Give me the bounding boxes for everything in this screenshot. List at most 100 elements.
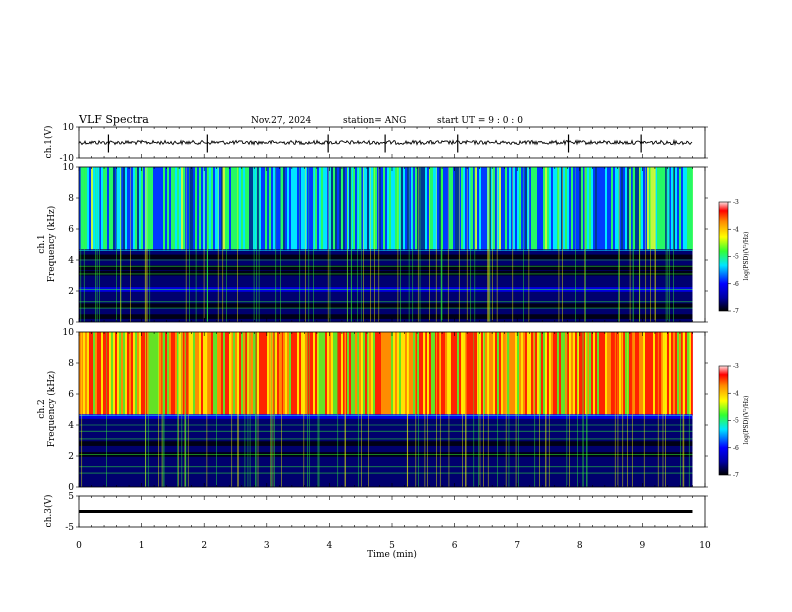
- p2-high-texture: [335, 167, 337, 251]
- p3-low-texture: [79, 414, 693, 419]
- p3-high-texture: [79, 332, 81, 416]
- p3-high-texture: [417, 332, 419, 416]
- p2-high-texture: [245, 167, 247, 251]
- p3-high-texture: [613, 332, 615, 416]
- p3-high-texture: [343, 332, 345, 416]
- p2-high-texture: [483, 167, 485, 251]
- p3-high-texture: [555, 332, 557, 416]
- colorbar-tick-label: -6: [733, 445, 739, 452]
- p2-high-texture: [573, 167, 575, 251]
- p3-high-texture: [493, 332, 495, 416]
- p3-high-texture: [477, 332, 479, 416]
- p2-high-texture: [295, 167, 297, 251]
- p3-high-texture: [457, 332, 459, 416]
- p3-high-texture: [459, 332, 461, 416]
- p3-low-texture: [79, 468, 693, 474]
- p2-high-texture: [563, 167, 565, 251]
- p2-high-texture: [503, 167, 505, 251]
- p3-high-texture: [117, 332, 119, 416]
- p2-high-texture: [587, 167, 589, 251]
- p2-high-texture: [597, 167, 599, 251]
- p3-high-texture: [513, 332, 515, 416]
- p3-high-texture: [253, 332, 255, 416]
- p3-low-texture: [79, 430, 693, 436]
- p2-high-texture: [265, 167, 267, 251]
- p2-high-texture: [635, 167, 637, 251]
- p3-high-texture: [265, 332, 267, 416]
- p2-high-texture: [411, 167, 413, 251]
- p3-high-texture: [677, 332, 679, 416]
- p2-high-texture: [655, 167, 657, 251]
- p2-high-texture: [469, 167, 471, 251]
- p2-high-texture: [407, 167, 409, 251]
- p2-high-texture: [501, 167, 503, 251]
- p2-high-texture: [291, 167, 293, 251]
- ch3-waveform-panel: 5 -5: [65, 492, 708, 533]
- p3-high-texture: [597, 332, 599, 416]
- p2-high-texture: [161, 167, 163, 251]
- p3-high-texture: [569, 332, 571, 416]
- p3-high-texture: [495, 332, 497, 416]
- p3-high-texture: [301, 332, 303, 416]
- p3-high-texture: [471, 332, 473, 416]
- p2-high-texture: [323, 167, 325, 251]
- p2-high-texture: [551, 167, 553, 251]
- p2-high-texture: [545, 167, 547, 251]
- p3-high-texture: [543, 332, 545, 416]
- p2-high-texture: [249, 167, 251, 251]
- p3-high-texture: [671, 332, 673, 416]
- p2-high-texture: [127, 167, 129, 251]
- p3-high-texture: [667, 332, 669, 416]
- p3-high-texture: [529, 332, 531, 416]
- p2-high-texture: [269, 167, 271, 251]
- p3-high-texture: [647, 332, 649, 416]
- p2-high-texture: [653, 167, 655, 251]
- p2-high-texture: [609, 167, 611, 251]
- p3-high-texture: [361, 332, 363, 416]
- p3-high-texture: [535, 332, 537, 416]
- p3-high-texture: [563, 332, 565, 416]
- p3-high-texture: [293, 332, 295, 416]
- p2-high-texture: [211, 167, 213, 251]
- p3-high-texture: [243, 332, 245, 416]
- p3-high-texture: [491, 332, 493, 416]
- p2-high-texture: [479, 167, 481, 251]
- p3-high-texture: [437, 332, 439, 416]
- p2-high-texture: [321, 167, 323, 251]
- p2-high-texture: [303, 167, 305, 251]
- p3-high-texture: [655, 332, 657, 416]
- p3-high-texture: [447, 332, 449, 416]
- p3-high-texture: [577, 332, 579, 416]
- p2-high-texture: [103, 167, 105, 251]
- p2-high-texture: [529, 167, 531, 251]
- p2-ytick-label: 8: [68, 194, 74, 204]
- p3-high-texture: [553, 332, 555, 416]
- colorbar-tick-label: -4: [733, 390, 739, 397]
- p3-high-texture: [539, 332, 541, 416]
- p2-high-texture: [533, 167, 535, 251]
- p2-high-texture: [143, 167, 145, 251]
- p3-high-texture: [365, 332, 367, 416]
- p3-high-texture: [113, 332, 115, 416]
- p2-high-texture: [603, 167, 605, 251]
- p3-high-texture: [261, 332, 263, 416]
- p3-high-texture: [431, 332, 433, 416]
- p2-high-texture: [247, 167, 249, 251]
- p2-high-texture: [155, 167, 157, 251]
- p3-high-texture: [519, 332, 521, 416]
- p3-high-texture: [319, 332, 321, 416]
- p3-high-texture: [131, 332, 133, 416]
- p2-high-texture: [675, 167, 677, 251]
- p2-high-texture: [109, 167, 111, 251]
- p2-high-texture: [599, 167, 601, 251]
- p2-high-texture: [293, 167, 295, 251]
- p2-high-texture: [625, 167, 627, 251]
- p3-high-texture: [153, 332, 155, 416]
- p2-high-texture: [451, 167, 453, 251]
- p2-high-texture: [445, 167, 447, 251]
- p2-high-texture: [167, 167, 169, 251]
- p3-high-texture: [315, 332, 317, 416]
- p2-high-texture: [379, 167, 381, 251]
- p2-high-texture: [553, 167, 555, 251]
- p2-high-texture: [89, 167, 91, 251]
